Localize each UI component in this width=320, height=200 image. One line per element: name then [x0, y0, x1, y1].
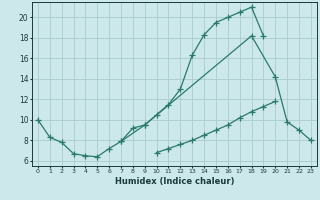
X-axis label: Humidex (Indice chaleur): Humidex (Indice chaleur)	[115, 177, 234, 186]
